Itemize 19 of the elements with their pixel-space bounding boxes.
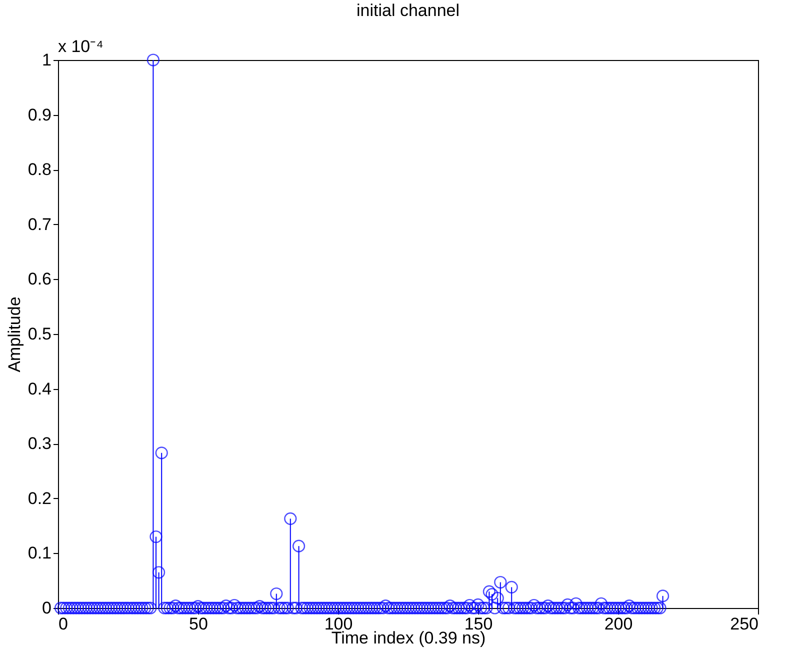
y-tick-label: 0.2 <box>28 488 52 508</box>
x-tick-label: 0 <box>58 614 68 634</box>
y-tick-label: 0 <box>42 598 52 618</box>
x-tick-label: 50 <box>189 614 208 634</box>
chart-title: initial channel <box>356 1 460 20</box>
y-tick-label: 0.4 <box>28 379 52 398</box>
y-axis-title: Amplitude <box>4 296 24 372</box>
text: x 10⁻⁴ <box>58 37 104 56</box>
y-tick-label: 1 <box>42 50 52 70</box>
y-tick-label: 0.7 <box>28 214 52 234</box>
y-tick-label: 0.8 <box>28 160 52 180</box>
y-tick-label: 0.1 <box>28 544 52 563</box>
x-axis-title: Time index (0.39 ns) <box>331 628 486 648</box>
y-tick-label: 0.9 <box>28 105 52 124</box>
x-tick-label: 250 <box>730 614 758 634</box>
y-tick-label: 0.6 <box>28 270 52 289</box>
y-tick-label: 0.5 <box>28 324 52 344</box>
x-tick-label: 200 <box>604 614 633 634</box>
y-tick-label: 0.3 <box>28 434 52 454</box>
